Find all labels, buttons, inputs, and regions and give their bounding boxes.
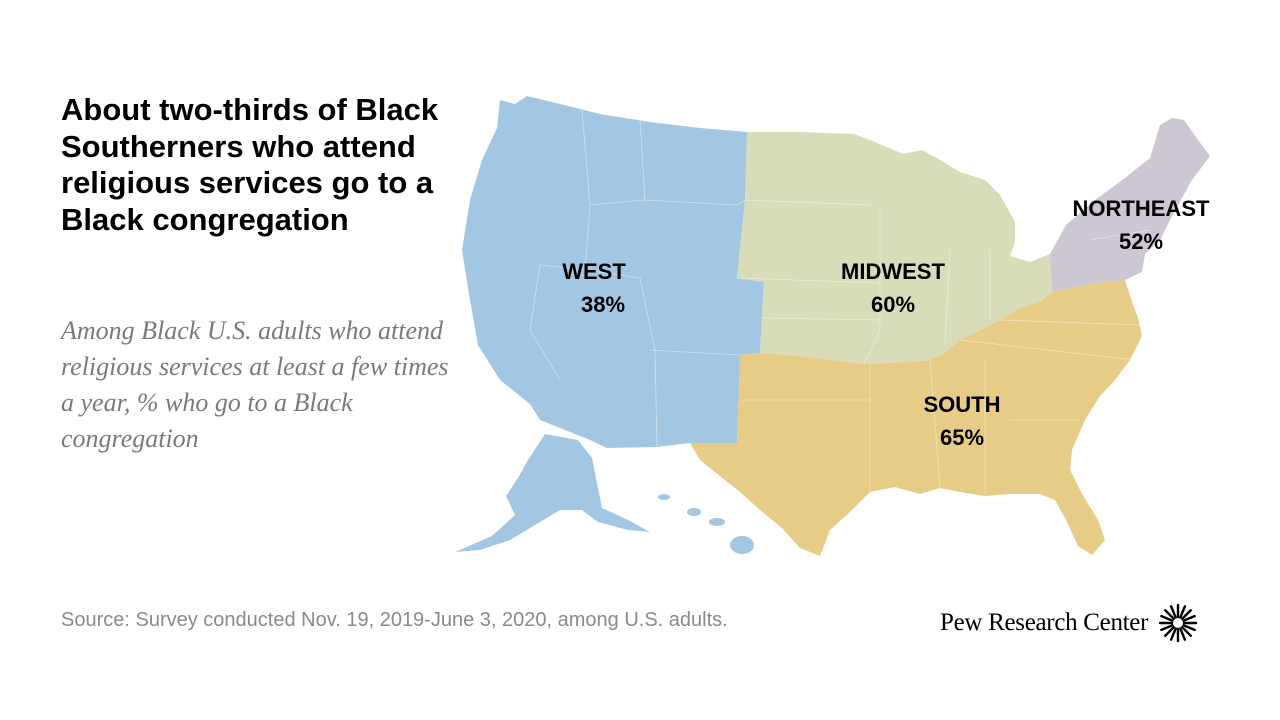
sunburst-ray [1179,627,1187,641]
sunburst-ray [1164,609,1176,620]
sunburst-ray [1182,614,1196,622]
region-west-hawaii-shape-2 [687,508,701,516]
region-label-west: WEST 38% [562,259,626,317]
sunburst-ray [1181,609,1193,620]
page-title: About two-thirds of Black Southerners wh… [61,92,439,237]
pew-sunburst-icon [1158,603,1198,643]
region-label-midwest: MIDWEST 60% [841,259,945,317]
sunburst-ray [1160,614,1174,622]
subtitle: Among Black U.S. adults who attend relig… [61,316,449,453]
region-west-shape [462,96,764,448]
region-value-midwest: 60% [871,292,915,317]
sunburst-ray [1164,626,1176,637]
region-west-hawaii-shape-1 [658,494,670,500]
region-name-south: SOUTH [924,392,1001,417]
sunburst-ray [1179,605,1187,619]
region-midwest-shape [737,132,1052,364]
region-west-hawaii-shape-3 [709,518,725,526]
region-label-south: SOUTH 65% [924,392,1001,450]
sunburst-ray [1160,624,1174,632]
sunburst-ray [1182,624,1196,632]
state-border-lines [529,109,1151,495]
region-label-northeast: NORTHEAST 52% [1073,196,1210,254]
source-note: Source: Survey conducted Nov. 19, 2019-J… [61,609,728,631]
sunburst-ray [1181,626,1193,637]
region-west-alaska-shape [455,434,650,552]
brand-name: Pew Research Center [940,609,1149,636]
sunburst-ray [1170,605,1178,619]
region-northeast-shape [1050,118,1210,292]
region-value-northeast: 52% [1119,229,1163,254]
region-value-west: 38% [581,292,625,317]
region-name-northeast: NORTHEAST [1073,196,1210,221]
region-name-midwest: MIDWEST [841,259,945,284]
region-name-west: WEST [562,259,626,284]
brand: Pew Research Center [940,603,1198,643]
region-value-south: 65% [940,425,984,450]
sunburst-ray [1170,627,1178,641]
region-south-shape [690,280,1142,556]
region-west-hawaii-shape-4 [730,536,754,554]
